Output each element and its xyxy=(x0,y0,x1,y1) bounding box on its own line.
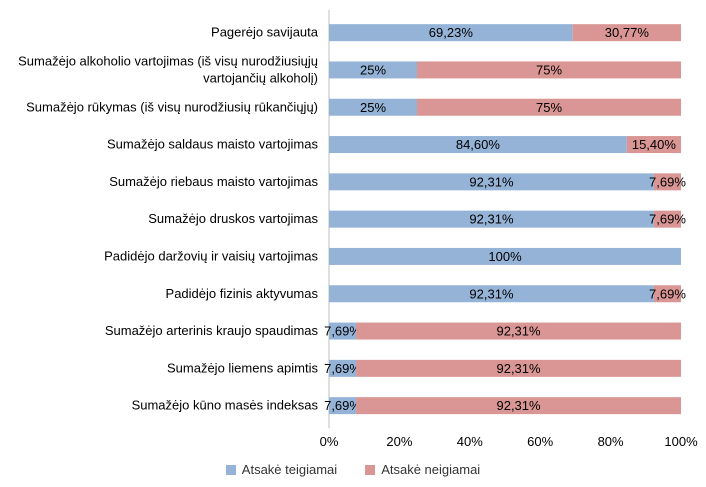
bar-negative-11 xyxy=(356,397,681,415)
x-tick-label-4: 60% xyxy=(527,434,553,449)
bar-positive-2 xyxy=(329,61,417,79)
data-label-positive-2: 25% xyxy=(360,62,386,77)
x-tick-label-5: 80% xyxy=(598,434,624,449)
bar-negative-2 xyxy=(417,61,681,79)
legend: Atsakė teigiamai Atsakė neigiamai xyxy=(0,462,706,477)
bar-positive-9 xyxy=(329,322,357,340)
data-label-negative-10: 92,31% xyxy=(496,361,541,376)
data-label-negative-8: 7,69% xyxy=(649,286,686,301)
data-label-positive-9: 7,69% xyxy=(324,324,361,339)
bar-positive-10 xyxy=(329,359,357,377)
data-label-negative-3: 75% xyxy=(536,100,562,115)
category-label-6: Sumažėjo druskos vartojimas xyxy=(148,211,318,226)
legend-item-positive: Atsakė teigiamai xyxy=(225,462,338,477)
data-label-positive-11: 7,69% xyxy=(324,398,361,413)
category-label-3: Sumažėjo rūkymas (iš visų nurodžiusių rū… xyxy=(26,99,318,114)
data-label-positive-3: 25% xyxy=(360,100,386,115)
category-label-10: Sumažėjo liemens apimtis xyxy=(167,360,319,375)
legend-swatch-positive xyxy=(225,464,236,475)
data-label-negative-11: 92,31% xyxy=(496,398,541,413)
x-tick-label-6: 100% xyxy=(664,434,698,449)
data-label-positive-7: 100% xyxy=(488,249,522,264)
bar-positive-5 xyxy=(329,173,654,191)
bar-negative-9 xyxy=(356,322,681,340)
category-label-2-line-2: vartojančių alkoholį) xyxy=(203,70,318,85)
data-label-positive-8: 92,31% xyxy=(469,286,514,301)
bar-positive-3 xyxy=(329,98,417,116)
x-tick-label-1: 0% xyxy=(320,434,339,449)
x-tick-label-2: 20% xyxy=(386,434,412,449)
data-label-positive-4: 84,60% xyxy=(456,137,501,152)
bar-positive-7 xyxy=(329,247,681,265)
bar-negative-5 xyxy=(653,173,681,191)
bar-negative-6 xyxy=(653,210,681,228)
legend-label-positive: Atsakė teigiamai xyxy=(241,462,338,477)
legend-label-negative: Atsakė neigiamai xyxy=(381,462,481,477)
data-label-positive-6: 92,31% xyxy=(469,212,514,227)
bar-positive-6 xyxy=(329,210,654,228)
bar-positive-8 xyxy=(329,285,654,303)
category-label-9: Sumažėjo arterinis kraujo spaudimas xyxy=(105,323,319,338)
category-label-7: Padidėjo daržovių ir vaisių vartojimas xyxy=(104,248,318,263)
data-label-negative-1: 30,77% xyxy=(605,25,650,40)
bar-positive-1 xyxy=(329,24,573,42)
data-label-negative-5: 7,69% xyxy=(649,174,686,189)
bar-negative-4 xyxy=(626,136,681,154)
data-label-positive-1: 69,23% xyxy=(429,25,474,40)
category-label-11: Sumažėjo kūno masės indeksas xyxy=(132,398,319,413)
category-label-8: Padidėjo fizinis aktyvumas xyxy=(166,286,319,301)
legend-swatch-negative xyxy=(365,464,376,475)
category-label-4: Sumažėjo saldaus maisto vartojimas xyxy=(107,137,318,152)
data-label-positive-5: 92,31% xyxy=(469,174,514,189)
bar-negative-1 xyxy=(572,24,681,42)
x-tick-label-3: 40% xyxy=(457,434,483,449)
data-label-negative-6: 7,69% xyxy=(649,212,686,227)
bar-negative-3 xyxy=(417,98,681,116)
data-label-negative-9: 92,31% xyxy=(496,324,541,339)
bar-positive-4 xyxy=(329,136,627,154)
category-label-5: Sumažėjo riebaus maisto vartojimas xyxy=(109,174,318,189)
category-label-2-line-1: Sumažėjo alkoholio vartojimas (iš visų n… xyxy=(18,53,318,68)
data-label-negative-2: 75% xyxy=(536,62,562,77)
bar-positive-11 xyxy=(329,397,357,415)
bar-negative-8 xyxy=(653,285,681,303)
data-label-positive-10: 7,69% xyxy=(324,361,361,376)
legend-item-negative: Atsakė neigiamai xyxy=(365,462,480,477)
category-label-1: Pagerėjo savijauta xyxy=(211,25,319,40)
data-label-negative-4: 15,40% xyxy=(632,137,677,152)
bar-negative-10 xyxy=(356,359,681,377)
